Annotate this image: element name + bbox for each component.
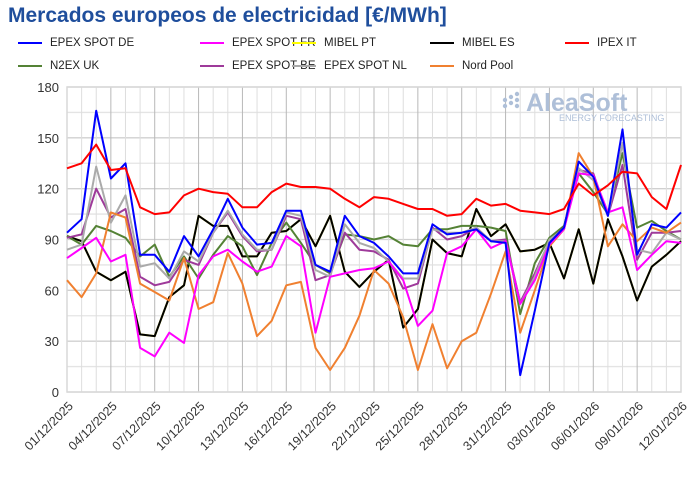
logo-dot xyxy=(514,91,520,97)
legend-item: IPEX IT xyxy=(565,37,637,49)
legend-label: N2EX UK xyxy=(50,60,100,72)
series-line-ipex-it xyxy=(66,143,682,217)
logo-dot xyxy=(514,97,520,103)
legend-item: EPEX SPOT DE xyxy=(18,37,134,49)
legend-item: Nord Pool xyxy=(430,60,513,72)
legend-swatch xyxy=(200,42,224,44)
y-tick-label: 0 xyxy=(52,385,59,400)
series-line-epex-spot-de xyxy=(66,109,682,377)
legend-swatch xyxy=(18,65,42,67)
y-tick-label: 90 xyxy=(45,233,59,248)
legend-item: MIBEL ES xyxy=(430,37,515,49)
legend-label: IPEX IT xyxy=(597,37,637,49)
legend-item: MIBEL PT xyxy=(292,37,376,49)
y-tick-label: 60 xyxy=(45,283,59,298)
legend-label: MIBEL ES xyxy=(462,37,515,49)
logo-dot xyxy=(508,100,514,106)
legend-label: MIBEL PT xyxy=(324,37,376,49)
legend-item: N2EX UK xyxy=(18,60,99,72)
legend-label: EPEX SPOT FR xyxy=(232,37,316,49)
watermark-tagline: ENERGY FORECASTING xyxy=(559,113,664,123)
legend-swatch xyxy=(565,42,589,44)
series-line-epex-spot-nl xyxy=(66,141,682,305)
legend-swatch xyxy=(430,65,454,67)
legend-item: EPEX SPOT NL xyxy=(292,60,407,72)
y-tick-label: 30 xyxy=(45,334,59,349)
logo-dot xyxy=(502,103,508,109)
legend-swatch xyxy=(200,65,224,67)
y-tick-label: 120 xyxy=(37,182,59,197)
legend-swatch xyxy=(292,42,316,44)
legend-item: EPEX SPOT FR xyxy=(200,37,316,49)
legend-swatch xyxy=(18,42,42,44)
y-tick-label: 180 xyxy=(37,80,59,95)
legend-label: Nord Pool xyxy=(462,60,514,72)
aleasoft-logo xyxy=(502,91,520,109)
logo-dot xyxy=(514,103,520,109)
logo-dot xyxy=(508,94,514,100)
legend-label: EPEX SPOT NL xyxy=(324,60,407,72)
legend-swatch xyxy=(430,42,454,44)
y-tick-label: 150 xyxy=(37,131,59,146)
legend-label: EPEX SPOT BE xyxy=(232,60,316,72)
legend-swatch xyxy=(292,65,316,67)
logo-dot xyxy=(502,97,508,103)
legend-item: EPEX SPOT BE xyxy=(200,60,316,72)
chart-title: Mercados europeos de electricidad [€/MWh… xyxy=(8,4,447,27)
watermark-brand: AleaSoft xyxy=(526,89,628,117)
legend-label: EPEX SPOT DE xyxy=(50,37,135,49)
